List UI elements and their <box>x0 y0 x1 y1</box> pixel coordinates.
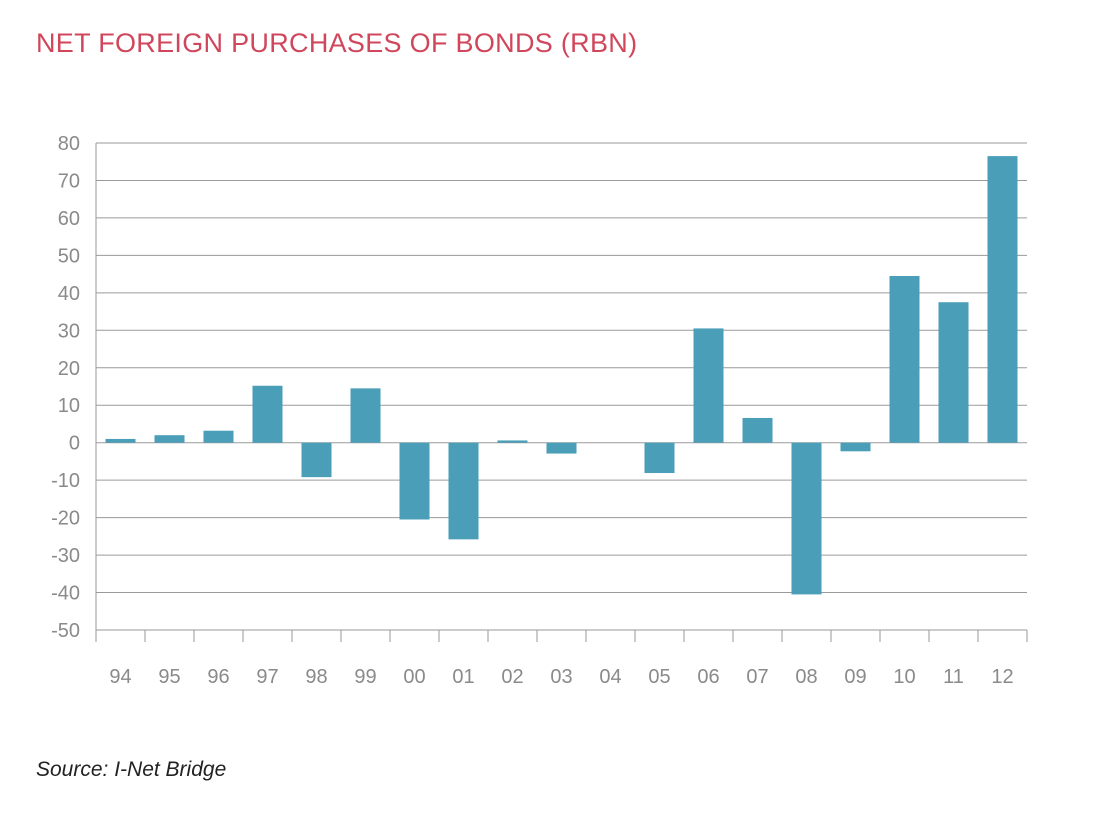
y-tick-label: -20 <box>51 508 80 530</box>
axes <box>95 143 1028 642</box>
bar-12 <box>987 156 1018 443</box>
chart-title: NET FOREIGN PURCHASES OF BONDS (RBN) <box>36 28 638 58</box>
y-tick-label: 40 <box>58 283 80 305</box>
bar-11 <box>938 302 969 443</box>
x-tick-label: 02 <box>501 666 523 688</box>
x-tick-label: 97 <box>256 666 278 688</box>
bar-94 <box>105 438 136 443</box>
bars <box>105 156 1018 595</box>
x-tick-label: 01 <box>452 666 474 688</box>
y-tick-label: 80 <box>58 133 80 155</box>
bar-07 <box>742 417 773 443</box>
x-tick-label: 99 <box>354 666 376 688</box>
bar-09 <box>840 442 871 452</box>
y-tick-label: 10 <box>58 395 80 417</box>
x-tick-label: 07 <box>746 666 768 688</box>
y-tick-label: 50 <box>58 245 80 267</box>
x-tick-label: 06 <box>697 666 719 688</box>
x-tick-label: 09 <box>844 666 866 688</box>
x-tick-label: 96 <box>207 666 229 688</box>
x-tick-label: 11 <box>943 666 964 688</box>
source-note: Source: I-Net Bridge <box>36 758 227 781</box>
bar-08 <box>791 442 822 595</box>
y-tick-label: 30 <box>58 320 80 342</box>
bar-97 <box>252 385 283 443</box>
x-tick-label: 05 <box>648 666 670 688</box>
x-tick-label: 94 <box>109 666 131 688</box>
y-tick-labels: 80 70 60 50 40 30 20 10 0 -10 -20 -30 -40 -50 <box>51 133 80 642</box>
x-tick-label: 12 <box>991 666 1013 688</box>
bar-02 <box>497 440 528 443</box>
y-tick-label: 70 <box>58 170 80 192</box>
bar-01 <box>448 442 479 540</box>
bar-99 <box>350 388 381 443</box>
bar-06 <box>693 328 724 443</box>
y-tick-label: 60 <box>58 208 80 230</box>
y-tick-label: 20 <box>58 358 80 380</box>
bar-00 <box>399 442 430 520</box>
bar-98 <box>301 442 332 478</box>
gridlines <box>96 142 1027 631</box>
bar-03 <box>546 442 577 454</box>
y-tick-label: -10 <box>51 470 80 492</box>
x-tick-labels: 94 95 96 97 98 99 00 01 02 03 04 05 06 07 08 09 10 11 12 <box>109 666 1013 688</box>
x-tick-label: 08 <box>795 666 817 688</box>
y-tick-label: -50 <box>51 620 80 642</box>
x-tick-label: 95 <box>158 666 180 688</box>
y-tick-label: 0 <box>69 433 80 455</box>
x-tick-label: 10 <box>893 666 915 688</box>
x-tick-label: 98 <box>305 666 327 688</box>
y-tick-label: -30 <box>51 545 80 567</box>
x-tick-label: 03 <box>550 666 572 688</box>
bar-95 <box>154 435 185 443</box>
y-tick-label: -40 <box>51 583 80 605</box>
bar-10 <box>889 275 920 443</box>
x-tick-label: 00 <box>403 666 425 688</box>
bar-96 <box>203 430 234 443</box>
bar-05 <box>644 442 675 474</box>
x-tick-label: 04 <box>599 666 621 688</box>
